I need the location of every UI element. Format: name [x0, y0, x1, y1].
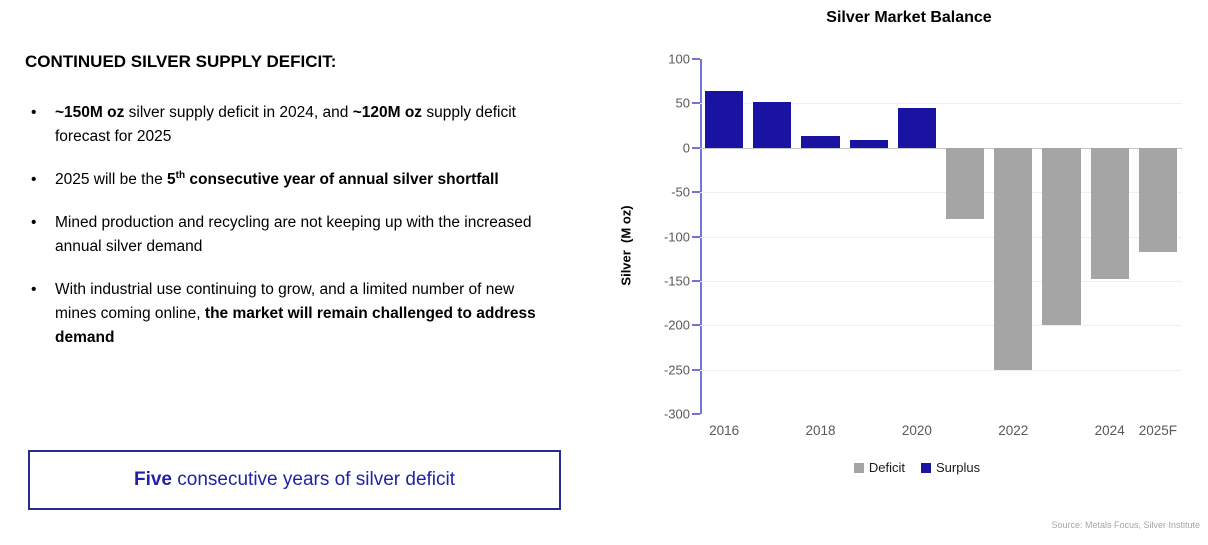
- y-tick-mark: [692, 58, 700, 60]
- x-tick-label: 2025F: [1138, 423, 1178, 438]
- legend-label: Deficit: [868, 460, 906, 475]
- text-segment: consecutive years of silver deficit: [172, 469, 456, 490]
- chart-title: Silver Market Balance: [826, 9, 992, 26]
- text-segment: 5: [167, 171, 176, 188]
- callout-box: Five consecutive years of silver deficit: [28, 450, 561, 510]
- text-segment: th: [175, 169, 186, 181]
- bar-2025F: [1138, 147, 1177, 253]
- bar-2017: [753, 101, 792, 148]
- y-tick-label: -100: [663, 229, 690, 244]
- text-segment: Mined production and recycling are not k…: [55, 214, 532, 255]
- y-tick-label: -200: [663, 317, 690, 333]
- y-tick-mark: [692, 102, 700, 105]
- text-segment: With industrial use continuing to grow, …: [55, 281, 515, 322]
- bar-2020: [897, 107, 936, 148]
- bar-2023: [1042, 147, 1081, 326]
- left-panel: CONTINUED SILVER SUPPLY DEFICIT: ~150M o…: [25, 52, 550, 369]
- gridline: [700, 236, 1182, 238]
- gridline: [700, 103, 1182, 105]
- bullet-item: Mined production and recycling are not k…: [25, 211, 550, 259]
- bar-2016: [705, 90, 744, 148]
- legend-swatch-deficit: [853, 462, 864, 473]
- text-segment: the market will remain challenged to add…: [55, 305, 536, 346]
- legend-label: Surplus: [936, 460, 981, 475]
- y-tick-label: 50: [675, 95, 690, 111]
- legend-swatch-surplus: [921, 462, 932, 473]
- legend: Deficit Surplus: [676, 460, 1158, 475]
- bar-2018: [801, 136, 840, 148]
- x-tick-label: 2022: [998, 423, 1029, 438]
- text-segment: silver supply deficit in 2024, and: [124, 104, 353, 121]
- y-tick-mark: [692, 368, 700, 371]
- gridline: [700, 192, 1182, 194]
- page-title: CONTINUED SILVER SUPPLY DEFICIT:: [25, 52, 337, 71]
- y-tick-mark: [692, 413, 700, 415]
- y-tick-mark: [692, 324, 700, 327]
- y-tick-label: -250: [663, 362, 690, 378]
- y-tick-mark: [692, 235, 700, 238]
- bar-2024: [1090, 147, 1129, 280]
- plot-area: [692, 58, 1182, 415]
- bullet-item: ~150M oz silver supply deficit in 2024, …: [25, 101, 550, 149]
- x-axis-tick-labels: 2016 2018 2020 2022 2024 2025F: [700, 423, 1182, 441]
- y-tick-label: -300: [663, 406, 690, 422]
- source-note: Source: Metals Focus, Silver Institute: [1051, 520, 1200, 530]
- y-tick-mark: [692, 191, 700, 194]
- x-tick-label: 2018: [805, 423, 836, 438]
- gridline: [700, 369, 1182, 371]
- y-tick-mark: [692, 146, 700, 149]
- x-tick-label: 2016: [709, 423, 740, 438]
- bar-2021: [946, 147, 985, 219]
- text-segment: ~150M oz: [55, 104, 125, 121]
- zero-line: [700, 147, 1182, 149]
- y-axis-tick-labels: 100 50 0 -50 -100 -150 -200 -250 -300: [620, 52, 690, 422]
- text-segment: ~120M oz: [352, 104, 423, 121]
- gridline: [700, 325, 1182, 327]
- text-segment: consecutive year of annual silver shortf…: [185, 171, 499, 188]
- y-tick-label: 100: [668, 51, 690, 67]
- x-tick-label: 2020: [901, 423, 932, 438]
- bullet-list: ~150M oz silver supply deficit in 2024, …: [25, 101, 550, 350]
- y-tick-label: -150: [663, 273, 690, 289]
- bullet-item: 2025 will be the 5th consecutive year of…: [25, 168, 550, 192]
- callout-text: Five consecutive years of silver deficit: [134, 469, 455, 491]
- gridline: [700, 280, 1182, 282]
- text-segment: 2025 will be the: [55, 171, 168, 188]
- legend-item-deficit: Deficit: [853, 460, 906, 475]
- y-tick-label: 0: [682, 140, 690, 156]
- bar-2019: [849, 139, 888, 148]
- bullet-item: With industrial use continuing to grow, …: [25, 278, 550, 350]
- y-tick-mark: [692, 279, 700, 282]
- legend-item-surplus: Surplus: [921, 460, 980, 475]
- x-tick-label: 2024: [1094, 423, 1125, 438]
- text-segment: Five: [133, 469, 172, 490]
- chart-region: Silver Market Balance Silver (M oz) 100 5…: [619, 0, 1208, 545]
- y-tick-label: -50: [671, 184, 690, 200]
- bar-2022: [994, 147, 1033, 370]
- text-segment: supply deficit forecast for 2025: [55, 104, 516, 145]
